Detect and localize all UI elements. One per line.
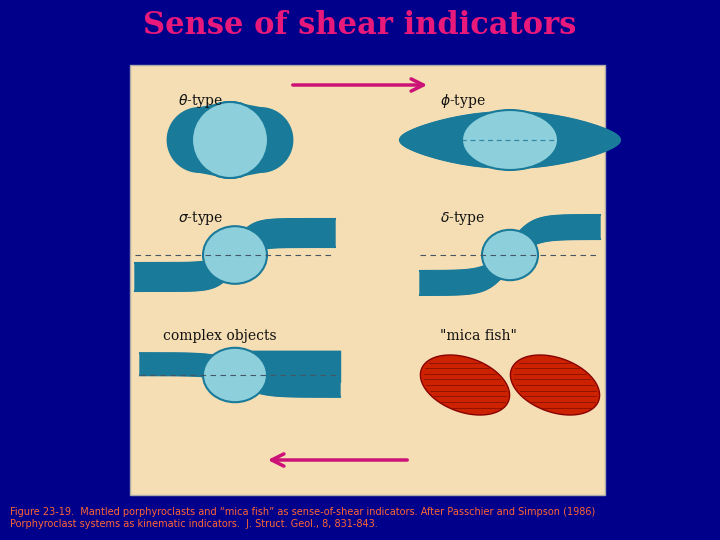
FancyBboxPatch shape	[130, 65, 605, 495]
Ellipse shape	[192, 102, 268, 178]
Polygon shape	[230, 102, 293, 178]
Ellipse shape	[203, 348, 267, 402]
Text: $\theta$-type: $\theta$-type	[178, 92, 223, 110]
Text: $\delta$-type: $\delta$-type	[440, 209, 485, 227]
Polygon shape	[400, 112, 620, 168]
Text: $\sigma$-type: $\sigma$-type	[178, 209, 223, 227]
Polygon shape	[167, 102, 230, 178]
Ellipse shape	[462, 110, 558, 170]
Polygon shape	[510, 355, 600, 415]
Polygon shape	[135, 219, 335, 291]
Polygon shape	[420, 355, 510, 415]
Ellipse shape	[482, 230, 538, 280]
Text: Figure 23-19.  Mantled porphyroclasts and “mica fish” as sense-of-shear indicato: Figure 23-19. Mantled porphyroclasts and…	[10, 507, 595, 529]
Ellipse shape	[203, 226, 267, 284]
Polygon shape	[140, 353, 340, 397]
Text: Sense of shear indicators: Sense of shear indicators	[143, 10, 577, 40]
Ellipse shape	[192, 102, 268, 178]
Text: complex objects: complex objects	[163, 329, 276, 343]
Text: $\phi$-type: $\phi$-type	[440, 92, 486, 110]
Text: "mica fish": "mica fish"	[440, 329, 517, 343]
Polygon shape	[420, 215, 600, 295]
